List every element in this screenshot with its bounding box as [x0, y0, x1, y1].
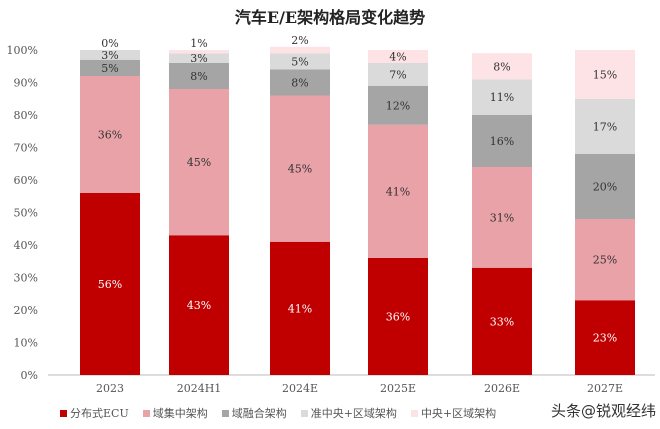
x-tick-label: 2024H1	[177, 382, 222, 395]
y-tick-label: 40%	[14, 239, 38, 252]
bar-segment	[368, 63, 428, 86]
bar-segment	[472, 115, 532, 167]
bar-segment	[169, 53, 229, 63]
data-label: 11%	[490, 91, 514, 104]
data-label: 45%	[187, 156, 211, 169]
y-tick-label: 0%	[21, 369, 38, 382]
legend-swatch	[60, 409, 67, 417]
bar-segment	[169, 89, 229, 236]
bar-segment	[270, 46, 330, 54]
bar-segment	[575, 219, 635, 301]
bar-segment	[575, 154, 635, 219]
y-tick-label: 10%	[14, 337, 38, 350]
watermark: 头条@锐观经纬	[550, 402, 656, 420]
legend-swatch	[300, 409, 308, 417]
bar-segment	[575, 50, 635, 99]
bar-segment	[368, 258, 428, 375]
data-label: 3%	[190, 52, 207, 65]
bar-segment	[270, 241, 330, 375]
data-label: 2%	[291, 34, 308, 47]
data-label: 31%	[490, 211, 514, 224]
data-label: 56%	[98, 278, 122, 291]
data-label: 4%	[389, 51, 406, 64]
bar-segment	[575, 98, 635, 154]
data-label: 33%	[490, 315, 514, 328]
data-label: 5%	[101, 62, 118, 75]
data-label: 8%	[493, 60, 510, 73]
x-tick-label: 2027E	[587, 382, 623, 395]
data-label: 45%	[288, 163, 312, 176]
data-label: 1%	[190, 37, 207, 50]
legend-swatch	[221, 409, 229, 417]
bar-segment	[80, 59, 140, 76]
bar-segment	[368, 85, 428, 125]
data-label: 0%	[101, 37, 118, 50]
bar-segment	[80, 50, 140, 60]
bar-segment	[169, 63, 229, 89]
bar-segment	[169, 50, 229, 54]
legend-label: 分布式ECU	[70, 407, 129, 420]
legend-item: 域融合架构	[221, 405, 287, 421]
legend-label: 域融合架构	[231, 407, 287, 420]
data-label: 8%	[291, 77, 308, 90]
legend-label: 中央+区域架构	[420, 407, 497, 420]
y-tick-label: 100%	[7, 44, 38, 57]
y-tick-label: 80%	[14, 109, 38, 122]
y-tick-label: 90%	[14, 77, 38, 90]
bar-segment	[472, 167, 532, 268]
data-label: 41%	[386, 185, 410, 198]
data-label: 17%	[593, 120, 617, 133]
legend-item: 中央+区域架构	[410, 405, 497, 421]
x-tick-label: 2024E	[282, 382, 318, 395]
data-label: 41%	[288, 302, 312, 315]
data-label: 5%	[291, 55, 308, 68]
chart-title: 汽车E/E架构格局变化趋势	[234, 8, 426, 27]
data-label: 20%	[593, 181, 617, 194]
bar-segment	[472, 267, 532, 375]
data-label: 8%	[190, 70, 207, 83]
legend-label: 域集中架构	[152, 407, 208, 420]
legend-swatch	[142, 409, 150, 417]
x-tick-label: 2025E	[380, 382, 416, 395]
bar-segment	[80, 76, 140, 193]
bar-segment	[270, 95, 330, 242]
legend-swatch	[410, 409, 418, 417]
x-tick-label: 2023	[96, 382, 124, 395]
bar-segment	[270, 69, 330, 96]
y-tick-label: 20%	[14, 304, 38, 317]
bar-segment	[169, 235, 229, 375]
data-label: 7%	[389, 68, 406, 81]
y-tick-label: 70%	[14, 142, 38, 155]
data-label: 36%	[98, 129, 122, 142]
y-tick-label: 30%	[14, 272, 38, 285]
data-label: 3%	[101, 49, 118, 62]
data-label: 16%	[490, 135, 514, 148]
data-label: 25%	[593, 254, 617, 267]
data-label: 23%	[593, 332, 617, 345]
bar-segment	[368, 50, 428, 63]
legend-item: 分布式ECU	[60, 405, 129, 421]
bar-segment	[472, 53, 532, 80]
x-tick-label: 2026E	[484, 382, 520, 395]
bar-segment	[472, 79, 532, 115]
bar-segment	[80, 193, 140, 375]
data-label: 36%	[386, 311, 410, 324]
legend-item: 域集中架构	[142, 405, 208, 421]
bar-segment	[270, 53, 330, 70]
legend: 分布式ECU 域集中架构 域融合架构 准中央+区域架构 中央+区域架构	[60, 405, 496, 421]
data-label: 43%	[187, 299, 211, 312]
bar-segment	[575, 300, 635, 375]
legend-item: 准中央+区域架构	[300, 405, 397, 421]
y-tick-label: 60%	[14, 174, 38, 187]
legend-label: 准中央+区域架构	[310, 407, 397, 420]
data-label: 12%	[386, 99, 410, 112]
y-tick-label: 50%	[14, 207, 38, 220]
bar-segment	[368, 124, 428, 258]
data-label: 15%	[593, 68, 617, 81]
